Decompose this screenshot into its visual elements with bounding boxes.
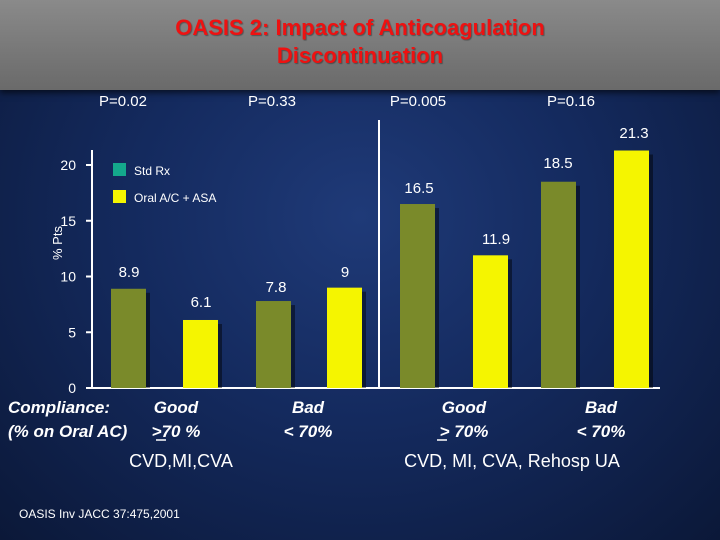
data-label-oral: 9 bbox=[341, 264, 349, 281]
legend-label-oral-ac: Oral A/C + ASA bbox=[134, 191, 216, 205]
compliance-subheading: (% on Oral AC) bbox=[8, 422, 128, 441]
p-value-label: P=0.33 bbox=[248, 93, 296, 110]
bar-std-rx bbox=[111, 288, 146, 388]
data-label-oral: 6.1 bbox=[191, 294, 212, 311]
compliance-category: Good bbox=[154, 398, 199, 417]
y-tick-label: 10 bbox=[60, 269, 76, 285]
bar-oral-ac bbox=[473, 255, 508, 388]
bar-std-rx bbox=[541, 181, 576, 388]
legend-swatch-oral-ac bbox=[113, 190, 126, 203]
data-label-std: 18.5 bbox=[543, 155, 572, 172]
compliance-threshold: < 70% bbox=[284, 422, 333, 441]
outcome-label-right: CVD, MI, CVA, Rehosp UA bbox=[404, 451, 620, 471]
compliance-heading: Compliance: bbox=[8, 398, 110, 417]
compliance-threshold: >70 % bbox=[152, 422, 201, 441]
data-label-oral: 21.3 bbox=[619, 125, 648, 142]
compliance-category: Bad bbox=[585, 398, 618, 417]
data-label-oral: 11.9 bbox=[482, 231, 510, 248]
compliance-category: Good bbox=[442, 398, 487, 417]
bar-oral-ac bbox=[327, 287, 362, 388]
y-tick-label: 0 bbox=[68, 380, 76, 396]
bar-std-rx bbox=[256, 301, 291, 388]
slide-title: OASIS 2: Impact of Anticoagulation Disco… bbox=[0, 14, 720, 70]
outcome-label-left: CVD,MI,CVA bbox=[129, 451, 233, 471]
bar-std-rx bbox=[400, 204, 435, 388]
compliance-threshold: > 70% bbox=[440, 422, 489, 441]
data-label-std: 16.5 bbox=[404, 180, 433, 197]
y-tick-label: 5 bbox=[68, 324, 76, 340]
title-line-2: Discontinuation bbox=[276, 43, 444, 68]
title-line-1: OASIS 2: Impact of Anticoagulation bbox=[175, 15, 545, 40]
title-band bbox=[0, 0, 720, 90]
p-value-label: P=0.02 bbox=[99, 93, 147, 110]
p-value-label: P=0.16 bbox=[547, 93, 595, 110]
y-tick-label: 15 bbox=[60, 213, 76, 229]
bar-oral-ac bbox=[614, 150, 649, 388]
compliance-threshold: < 70% bbox=[577, 422, 626, 441]
data-label-std: 8.9 bbox=[119, 264, 140, 281]
bar-oral-ac bbox=[183, 319, 218, 388]
citation: OASIS Inv JACC 37:475,2001 bbox=[19, 507, 180, 521]
y-tick-label: 20 bbox=[60, 157, 76, 173]
legend-label-std-rx: Std Rx bbox=[134, 164, 170, 178]
p-value-label: P=0.005 bbox=[390, 93, 446, 110]
y-axis-label: % Pts bbox=[50, 226, 65, 260]
data-label-std: 7.8 bbox=[266, 279, 287, 296]
compliance-category: Bad bbox=[292, 398, 325, 417]
legend-swatch-std-rx bbox=[113, 163, 126, 176]
